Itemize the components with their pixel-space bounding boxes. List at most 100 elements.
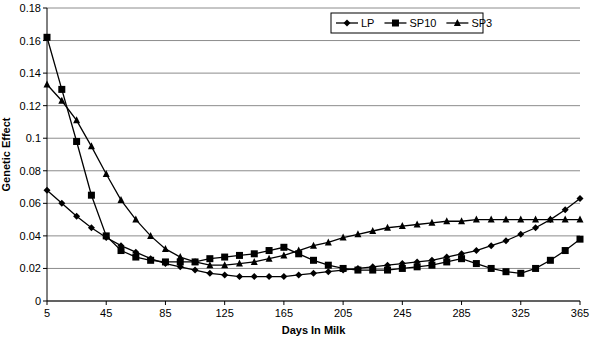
series-marker (310, 257, 317, 264)
series-marker (44, 187, 51, 194)
y-tick (43, 170, 47, 171)
series-marker (399, 222, 406, 229)
series-marker (502, 268, 509, 275)
grid-line (47, 138, 580, 139)
x-tick-label: 245 (393, 307, 411, 319)
series-marker (206, 270, 213, 277)
grid-line (47, 301, 580, 302)
series-marker (206, 261, 213, 268)
legend-label: SP10 (409, 17, 436, 29)
series-marker (118, 196, 125, 203)
series-marker (177, 253, 184, 260)
series-marker (369, 227, 376, 234)
x-tick-label: 285 (452, 307, 470, 319)
y-tick-label: 0.06 (20, 197, 41, 209)
series-marker (132, 216, 139, 223)
series-marker (473, 216, 480, 223)
series-marker (325, 262, 332, 269)
series-marker (473, 260, 480, 267)
series-marker (517, 216, 524, 223)
series-marker (517, 270, 524, 277)
y-tick-label: 0 (35, 295, 41, 307)
x-tick (165, 301, 166, 305)
series-marker (502, 237, 509, 244)
series-marker (428, 262, 435, 269)
legend-marker (392, 20, 399, 27)
series-marker (354, 267, 361, 274)
series-marker (443, 258, 450, 265)
y-tick-label: 0.04 (20, 230, 41, 242)
grid-line (47, 73, 580, 74)
series-marker (236, 260, 243, 267)
x-axis-label: Days In Milk (282, 324, 346, 336)
grid-line (47, 8, 580, 9)
series-line (47, 85, 580, 266)
series-marker (192, 258, 199, 265)
series-marker (428, 219, 435, 226)
series-marker (577, 195, 584, 202)
series-marker (147, 257, 154, 264)
y-tick (43, 73, 47, 74)
x-tick-label: 325 (512, 307, 530, 319)
series-marker (221, 271, 228, 278)
x-tick-label: 125 (215, 307, 233, 319)
legend-label: LP (361, 17, 374, 29)
x-axis (47, 301, 580, 302)
x-tick-label: 365 (571, 307, 589, 319)
series-marker (562, 206, 569, 213)
series-marker (280, 244, 287, 251)
series-marker (502, 216, 509, 223)
x-tick (580, 301, 581, 305)
series-marker (369, 267, 376, 274)
series-marker (414, 220, 421, 227)
series-marker (73, 138, 80, 145)
series-marker (266, 247, 273, 254)
series-marker (221, 254, 228, 261)
y-tick (43, 105, 47, 106)
series-marker (88, 142, 95, 149)
series-marker (295, 247, 302, 254)
series-marker (73, 213, 80, 220)
x-tick-label: 45 (100, 307, 112, 319)
series-marker (399, 265, 406, 272)
series-marker (118, 247, 125, 254)
legend: LPSP10SP3 (331, 13, 492, 33)
y-tick (43, 203, 47, 204)
y-tick-label: 0.14 (20, 67, 41, 79)
x-tick (224, 301, 225, 305)
x-tick (520, 301, 521, 305)
series-marker (221, 261, 228, 268)
y-tick (43, 138, 47, 139)
y-tick (43, 268, 47, 269)
series-marker (340, 265, 347, 272)
y-tick (43, 235, 47, 236)
series-marker (354, 230, 361, 237)
y-axis-label: Genetic Effect (0, 117, 12, 191)
x-tick-label: 85 (159, 307, 171, 319)
legend-marker (454, 19, 461, 26)
x-tick-label: 205 (334, 307, 352, 319)
series-line (47, 190, 580, 276)
series-marker (147, 232, 154, 239)
series-marker (251, 250, 258, 257)
y-tick-label: 0.02 (20, 262, 41, 274)
series-marker (340, 234, 347, 241)
legend-box (331, 13, 483, 33)
y-tick-label: 0.12 (20, 100, 41, 112)
series-marker (44, 34, 51, 41)
series-marker (162, 258, 169, 265)
y-tick-label: 0.1 (26, 132, 41, 144)
series-marker (562, 247, 569, 254)
series-marker (236, 273, 243, 280)
y-tick-label: 0.08 (20, 165, 41, 177)
series-marker (325, 268, 332, 275)
series-marker (310, 242, 317, 249)
series-marker (162, 245, 169, 252)
series-line (47, 37, 580, 273)
x-tick (461, 301, 462, 305)
series-marker (295, 271, 302, 278)
series-marker (458, 217, 465, 224)
series-marker (517, 231, 524, 238)
series-marker (532, 224, 539, 231)
grid-line (47, 40, 580, 41)
